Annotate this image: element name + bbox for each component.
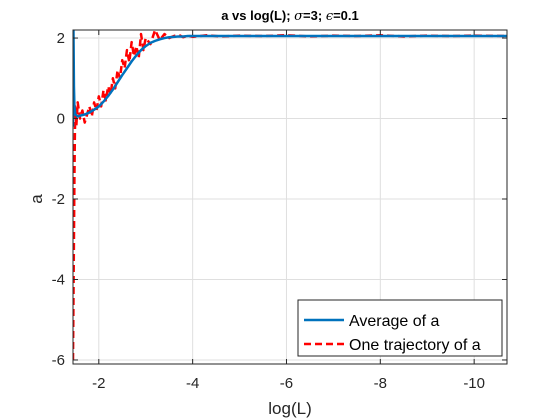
chart-title: a vs log(L); σ=3; ϵ=0.1 bbox=[221, 8, 359, 24]
legend-label-average: Average of a bbox=[349, 313, 440, 330]
axis-ticks: -2 -4 -6 -8 -10 2 0 -2 -4 -6 bbox=[52, 30, 507, 392]
series-trajectory-line bbox=[73, 30, 507, 360]
legend: Average of a One trajectory of a bbox=[297, 299, 503, 357]
legend-label-trajectory: One trajectory of a bbox=[349, 337, 481, 354]
series-average-line bbox=[73, 30, 507, 127]
x-tick-label: -8 bbox=[374, 375, 387, 392]
y-tick-label: -4 bbox=[52, 271, 65, 288]
y-tick-label: -2 bbox=[52, 191, 65, 208]
legend-box bbox=[297, 299, 503, 357]
x-tick-label: -10 bbox=[463, 375, 485, 392]
grid bbox=[73, 30, 507, 364]
plot-series bbox=[73, 30, 507, 360]
y-tick-label: -6 bbox=[52, 352, 65, 369]
x-tick-label: -6 bbox=[280, 375, 293, 392]
y-axis-label: a bbox=[27, 194, 46, 204]
y-tick-label: 2 bbox=[57, 30, 65, 47]
axes-box bbox=[72, 29, 508, 365]
x-tick-label: -2 bbox=[92, 375, 105, 392]
x-tick-label: -4 bbox=[186, 375, 199, 392]
x-axis-label: log(L) bbox=[268, 399, 311, 418]
y-tick-label: 0 bbox=[57, 111, 65, 128]
